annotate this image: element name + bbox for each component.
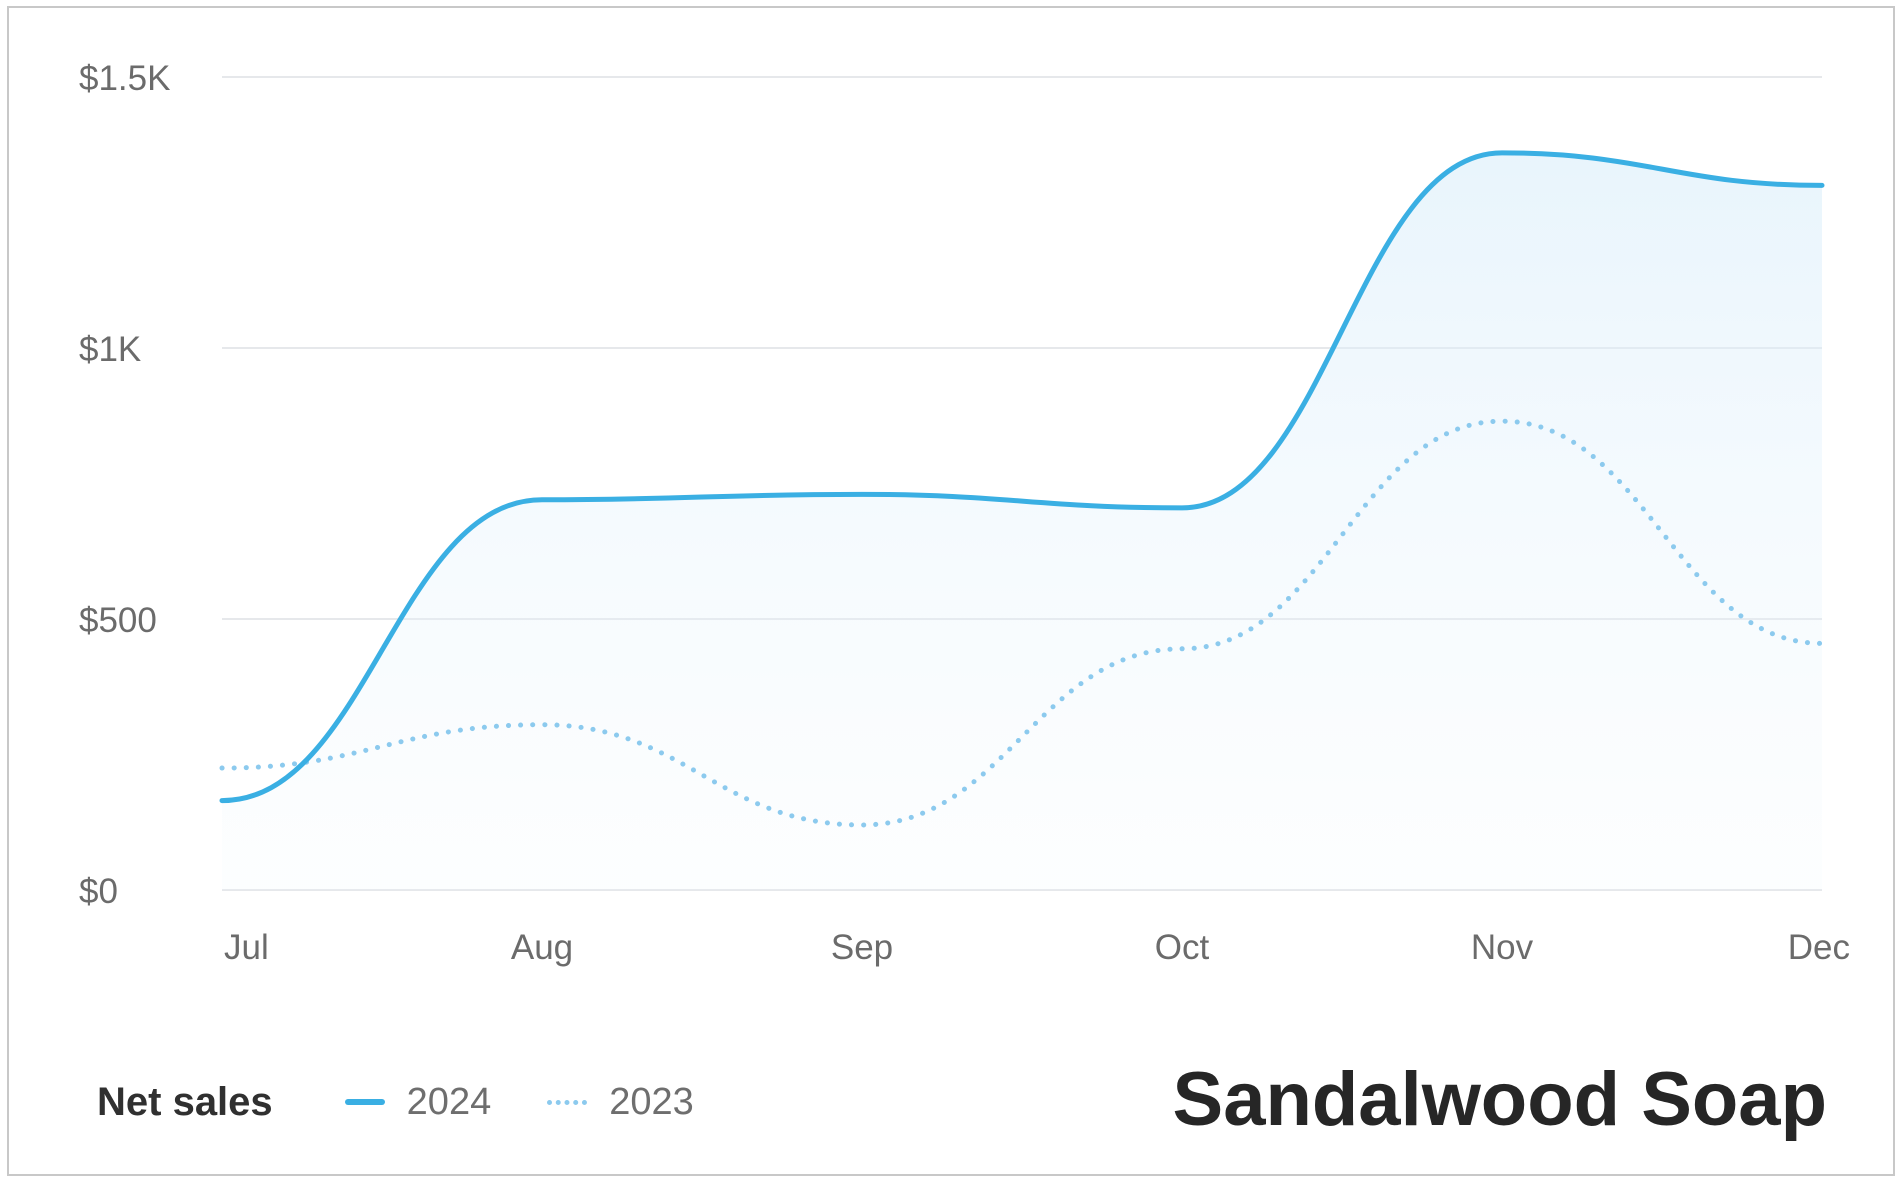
x-tick-label: Oct — [1155, 928, 1210, 967]
data-point-2023[interactable] — [858, 821, 866, 829]
data-point-2024[interactable] — [538, 496, 546, 504]
series-line-2024 — [219, 150, 1825, 804]
chart-frame: $0 $500 $1K $1.5K Jul Aug Sep Oct Nov Dec Net sa… — [7, 6, 1895, 1176]
net-sales-chart: $0 $500 $1K $1.5K Jul Aug Sep Oct Nov Dec — [79, 59, 1850, 967]
series-line-2023 — [219, 418, 1825, 828]
data-point-2023[interactable] — [538, 721, 546, 729]
x-tick-label: Nov — [1471, 928, 1534, 967]
legend-label-2024: 2024 — [406, 1080, 492, 1123]
x-axis-ticks: Jul Aug Sep Oct Nov Dec — [224, 928, 1850, 967]
data-point-2023[interactable] — [1498, 417, 1506, 425]
y-tick-label: $1K — [79, 330, 141, 369]
x-tick-label: Sep — [831, 928, 893, 967]
area-fill-2024 — [222, 152, 1822, 890]
legend-swatch-dotted — [547, 1099, 588, 1105]
data-point-2023[interactable] — [1178, 645, 1186, 653]
data-point-2024[interactable] — [1178, 504, 1186, 512]
data-point-2024[interactable] — [858, 490, 866, 498]
legend-title: Net sales — [97, 1079, 273, 1124]
legend-label-2023: 2023 — [609, 1080, 694, 1123]
x-tick-label: Jul — [224, 928, 269, 967]
legend-swatch-solid — [344, 1099, 385, 1105]
series-lines — [218, 149, 1826, 829]
legend: Net sales 2024 2023 — [97, 1072, 750, 1132]
y-tick-label: $0 — [79, 872, 118, 911]
data-point-2024[interactable] — [218, 797, 226, 805]
area-fill-layer — [222, 152, 1822, 890]
y-tick-label: $500 — [79, 601, 157, 640]
data-point-2024[interactable] — [1818, 181, 1826, 189]
legend-item-2023[interactable]: 2023 — [547, 1081, 694, 1124]
data-point-2023[interactable] — [218, 764, 226, 772]
legend-item-2024[interactable]: 2024 — [344, 1080, 492, 1124]
y-tick-label: $1.5K — [79, 59, 170, 98]
x-tick-label: Dec — [1788, 928, 1850, 967]
x-tick-label: Aug — [511, 928, 573, 967]
data-point-2024[interactable] — [1498, 149, 1506, 157]
y-axis-ticks: $0 $500 $1K $1.5K — [79, 59, 170, 911]
product-title: Sandalwood Soap — [1172, 1057, 1828, 1142]
data-point-2023[interactable] — [1818, 639, 1826, 647]
